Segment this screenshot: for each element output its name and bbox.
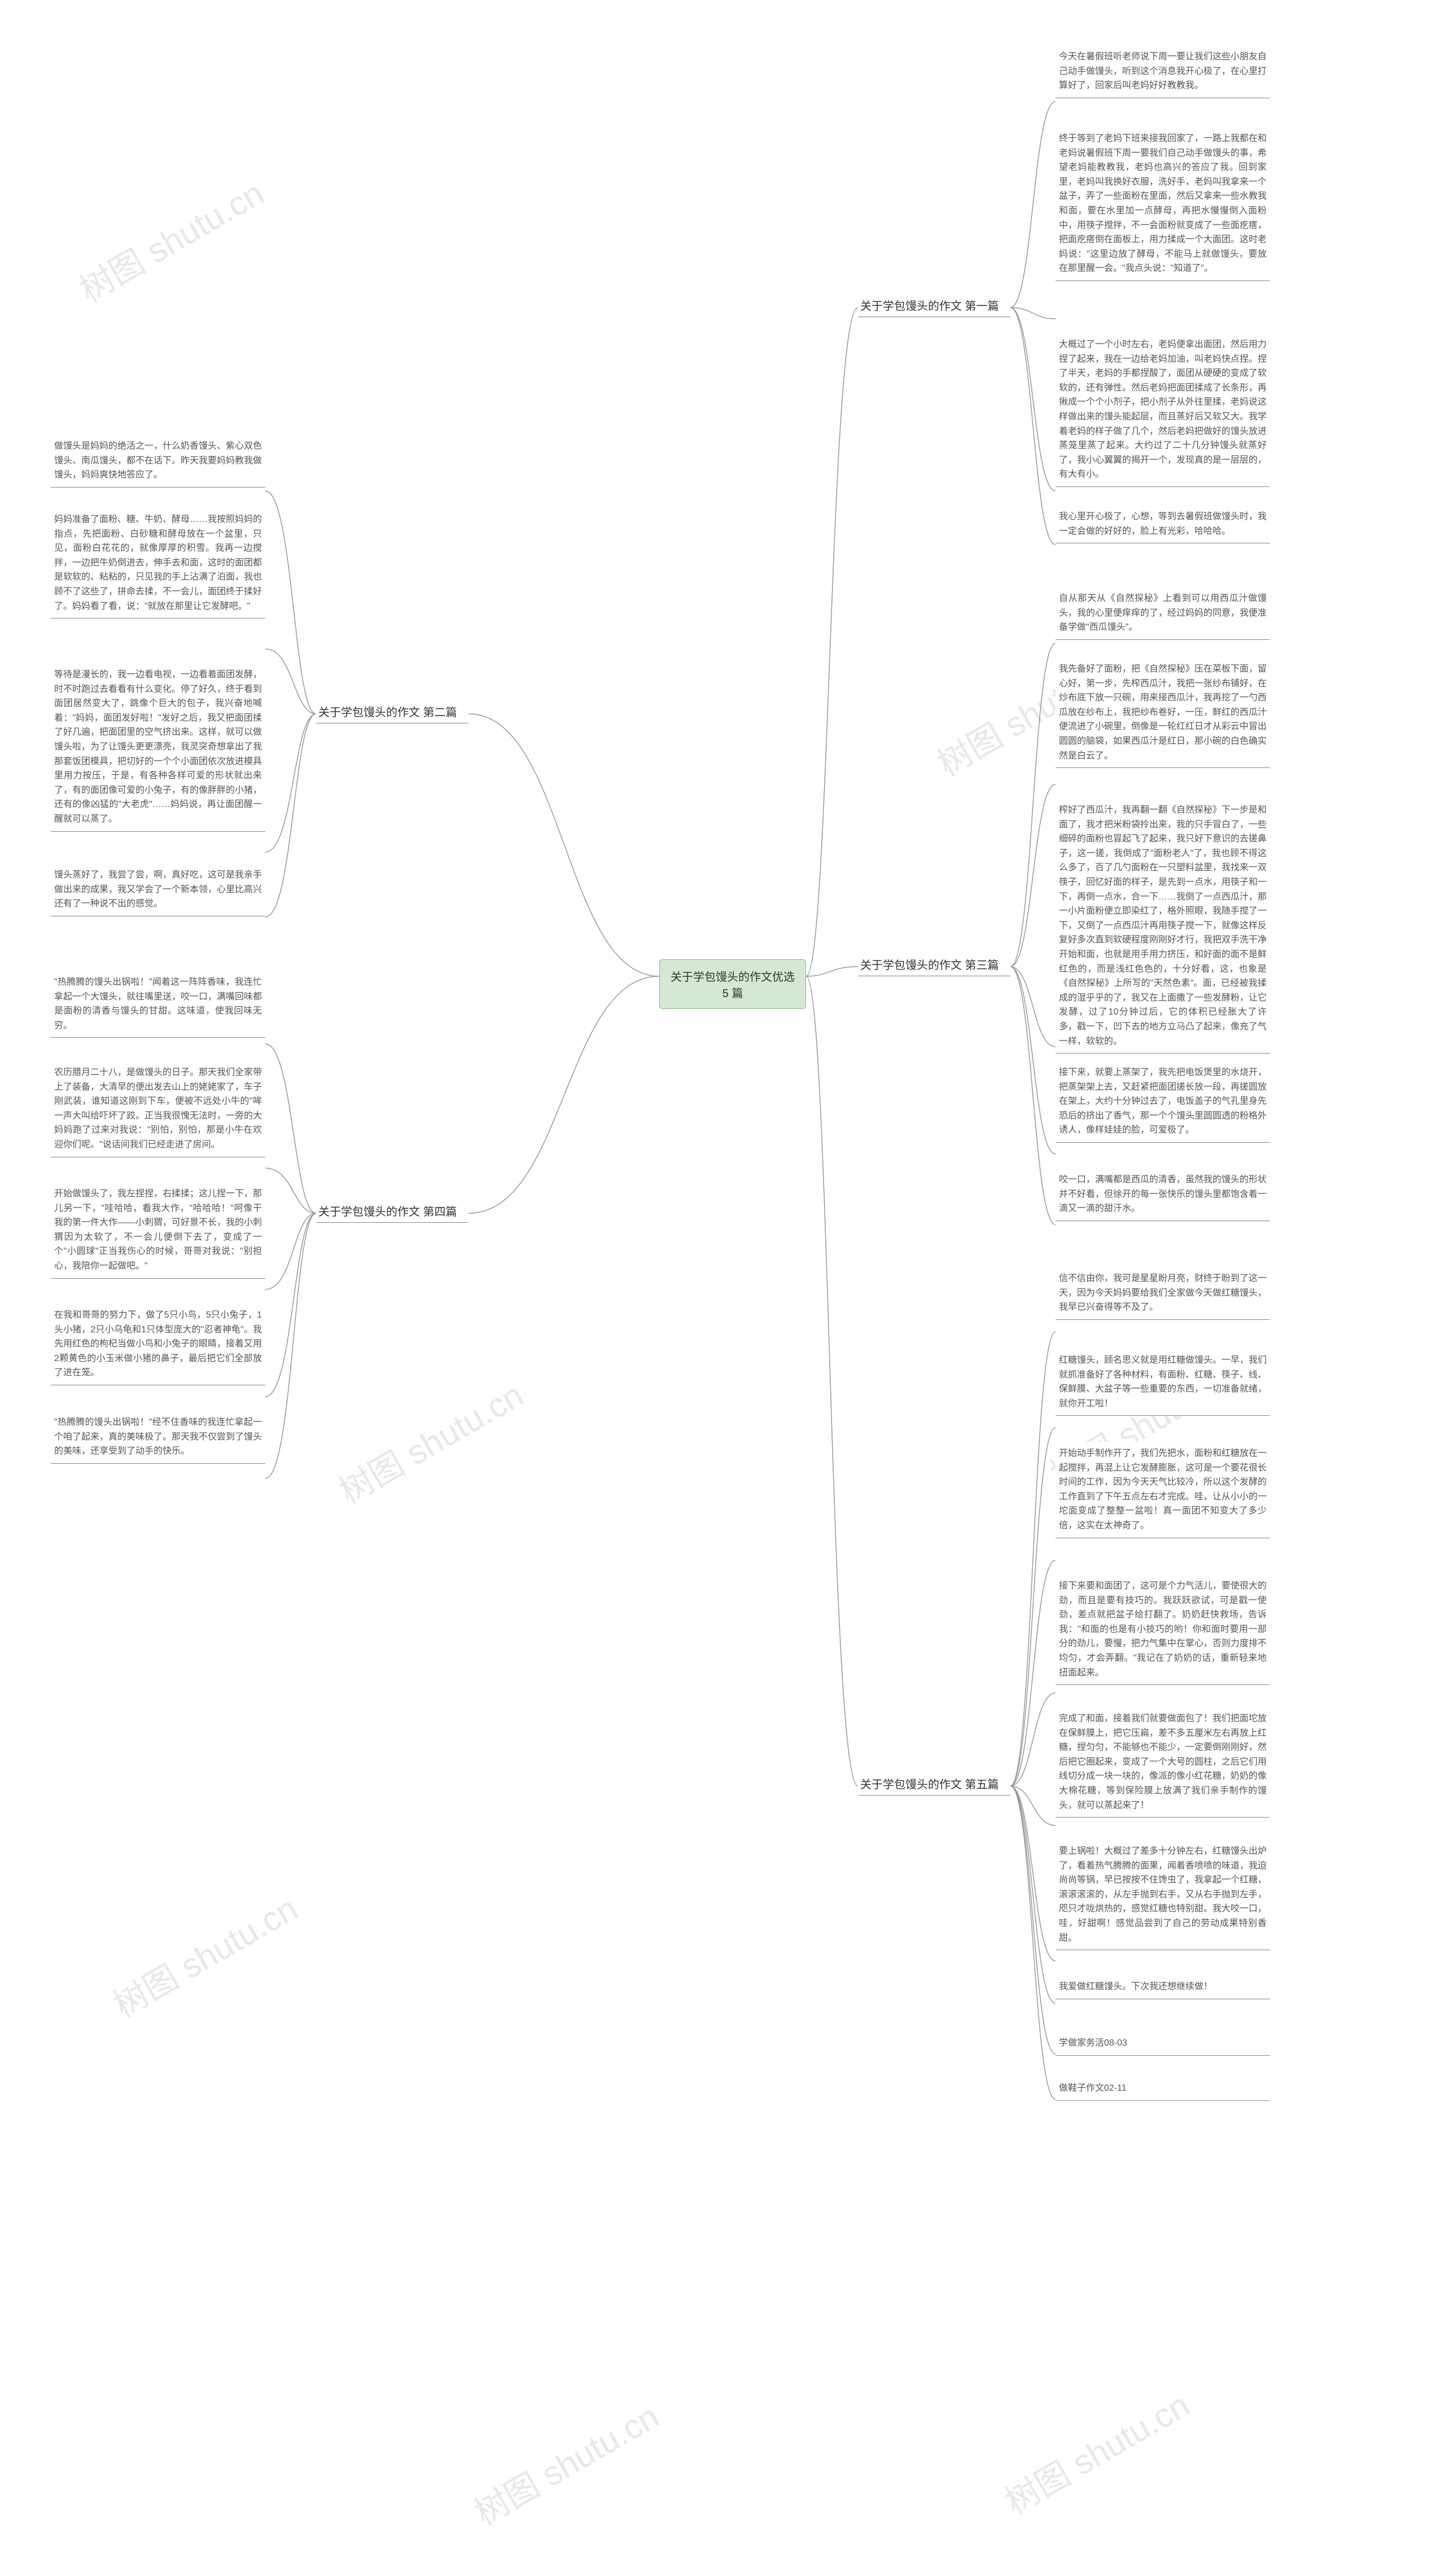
branch-3-leaf: 接下来，就要上蒸架了，我先把电饭煲里的水烧开，把蒸架架上去，又赶紧把面团搓长放一…: [1056, 1061, 1270, 1143]
branch-1-label: 关于学包馒头的作文 第一篇: [858, 293, 1010, 317]
branch-5-leaf: 开始动手制作开了，我们先把水，面粉和红糖放在一起搅拌，再混上让它发酵膨胀，这可是…: [1056, 1442, 1270, 1538]
branch-3-leaf: 我先备好了面粉，把《自然探秘》压在菜板下面，留心好，第一步，先榨西瓜汁，我把一张…: [1056, 657, 1270, 768]
branch-5-label: 关于学包馒头的作文 第五篇: [858, 1772, 1010, 1796]
branch-4-leaf: 开始做馒头了，我左捏捏，右揉揉；这儿捏一下，那儿另一下，"哇哈哈，看我大作，"哈…: [51, 1182, 265, 1279]
mindmap-root: 关于学包馒头的作文优选5 篇: [659, 959, 806, 1009]
watermark: 树图 shutu.cn: [995, 2378, 1197, 2524]
watermark: 树图 shutu.cn: [465, 2390, 667, 2535]
branch-5-leaf: 学做家务活08-03: [1056, 2031, 1270, 2056]
branch-3-label: 关于学包馒头的作文 第三篇: [858, 953, 1010, 976]
watermark: 树图 shutu.cn: [103, 1882, 305, 2027]
branch-2-leaf: 等待是漫长的，我一边看电视，一边看着面团发酵，时不时跑过去看看有什么变化。停了好…: [51, 663, 265, 832]
branch-1-leaf: 我心里开心极了，心想，等到去暑假班做馒头时，我一定会做的好好的，脸上有光彩，哈哈…: [1056, 505, 1270, 543]
branch-2-leaf: 做馒头是妈妈的绝活之一，什么奶香馒头、紫心双色馒头、南瓜馒头，都不在话下。昨天我…: [51, 435, 265, 488]
branch-4-label: 关于学包馒头的作文 第四篇: [316, 1199, 468, 1223]
branch-3-leaf: 榨好了西瓜汁，我再翻一翻《自然探秘》下一步是和面了，我才把米粉袋拎出来，我的只手…: [1056, 798, 1270, 1054]
branch-3-leaf: 自从那天从《自然探秘》上看到可以用西瓜汁做馒头，我的心里便痒痒的了，经过妈妈的同…: [1056, 587, 1270, 640]
branch-5-leaf: 做鞋子作文02-11: [1056, 2077, 1270, 2101]
branch-1-leaf: 今天在暑假班听老师说下周一要让我们这些小朋友自己动手做馒头，听到这个消息我开心极…: [1056, 45, 1270, 98]
branch-4-leaf: 在我和哥哥的努力下，做了5只小鸟，5只小兔子，1头小猪，2只小乌龟和1只体型庞大…: [51, 1304, 265, 1385]
watermark: 树图 shutu.cn: [329, 1368, 531, 1513]
branch-4-leaf: 农历腊月二十八，是做馒头的日子。那天我们全家带上了装备，大清早的便出发去山上的姥…: [51, 1061, 265, 1157]
branch-2-leaf: 馒头蒸好了，我尝了尝，啊，真好吃，这可是我亲手做出来的成果，我又学会了一个新本领…: [51, 863, 265, 916]
branch-5-leaf: 要上锅啦！大概过了差多十分钟左右，红糖馒头出炉了，看着热气腾腾的面果，闻着香喷喷…: [1056, 1840, 1270, 1950]
branch-5-leaf: 我爱做红糖馒头。下次我还想继续做！: [1056, 1975, 1270, 1999]
branch-3-leaf: 咬一口，满嘴都是西瓜的清香，虽然我的馒头的形状并不好看，但徐开的每一张快乐的馒头…: [1056, 1168, 1270, 1221]
branch-1-leaf: 大概过了一个小时左右，老妈便拿出面团，然后用力捏了起来，我在一边给老妈加油，叫老…: [1056, 333, 1270, 487]
branch-2-label: 关于学包馒头的作文 第二篇: [316, 700, 468, 723]
branch-2-leaf: 妈妈准备了面粉、糖、牛奶、酵母……我按照妈妈的指点，先把面粉、白砂糖和酵母放在一…: [51, 508, 265, 618]
watermark: 树图 shutu.cn: [69, 166, 272, 311]
branch-1-leaf: 终于等到了老妈下班来接我回家了，一路上我都在和老妈说暑假班下周一要我们自己动手做…: [1056, 127, 1270, 281]
branch-5-leaf: 完成了和面，接着我们就要做面包了！我们把面坨放在保鲜膜上，把它压扁，差不多五厘米…: [1056, 1707, 1270, 1818]
branch-4-leaf: "热腾腾的馒头出锅啦！"经不住香味的我连忙拿起一个咱了起来，真的美味极了。那天我…: [51, 1411, 265, 1464]
branch-5-leaf: 信不信由你，我可是星星盼月亮，财终于盼到了这一天，因为今天妈妈要给我们全家做今天…: [1056, 1267, 1270, 1320]
branch-5-leaf: 接下来要和面团了，这可是个力气活儿，要使很大的劲，而且是要有技巧的。我跃跃欲试，…: [1056, 1574, 1270, 1685]
branch-4-leaf: "热腾腾的馒头出锅啦！"闻着这一阵阵香味，我连忙拿起一个大馒头，就往嘴里送，咬一…: [51, 971, 265, 1038]
branch-5-leaf: 红糖馒头，顾名思义就是用红糖做馒头。一早，我们就抓准备好了各种材料，有面粉、红糖…: [1056, 1349, 1270, 1416]
